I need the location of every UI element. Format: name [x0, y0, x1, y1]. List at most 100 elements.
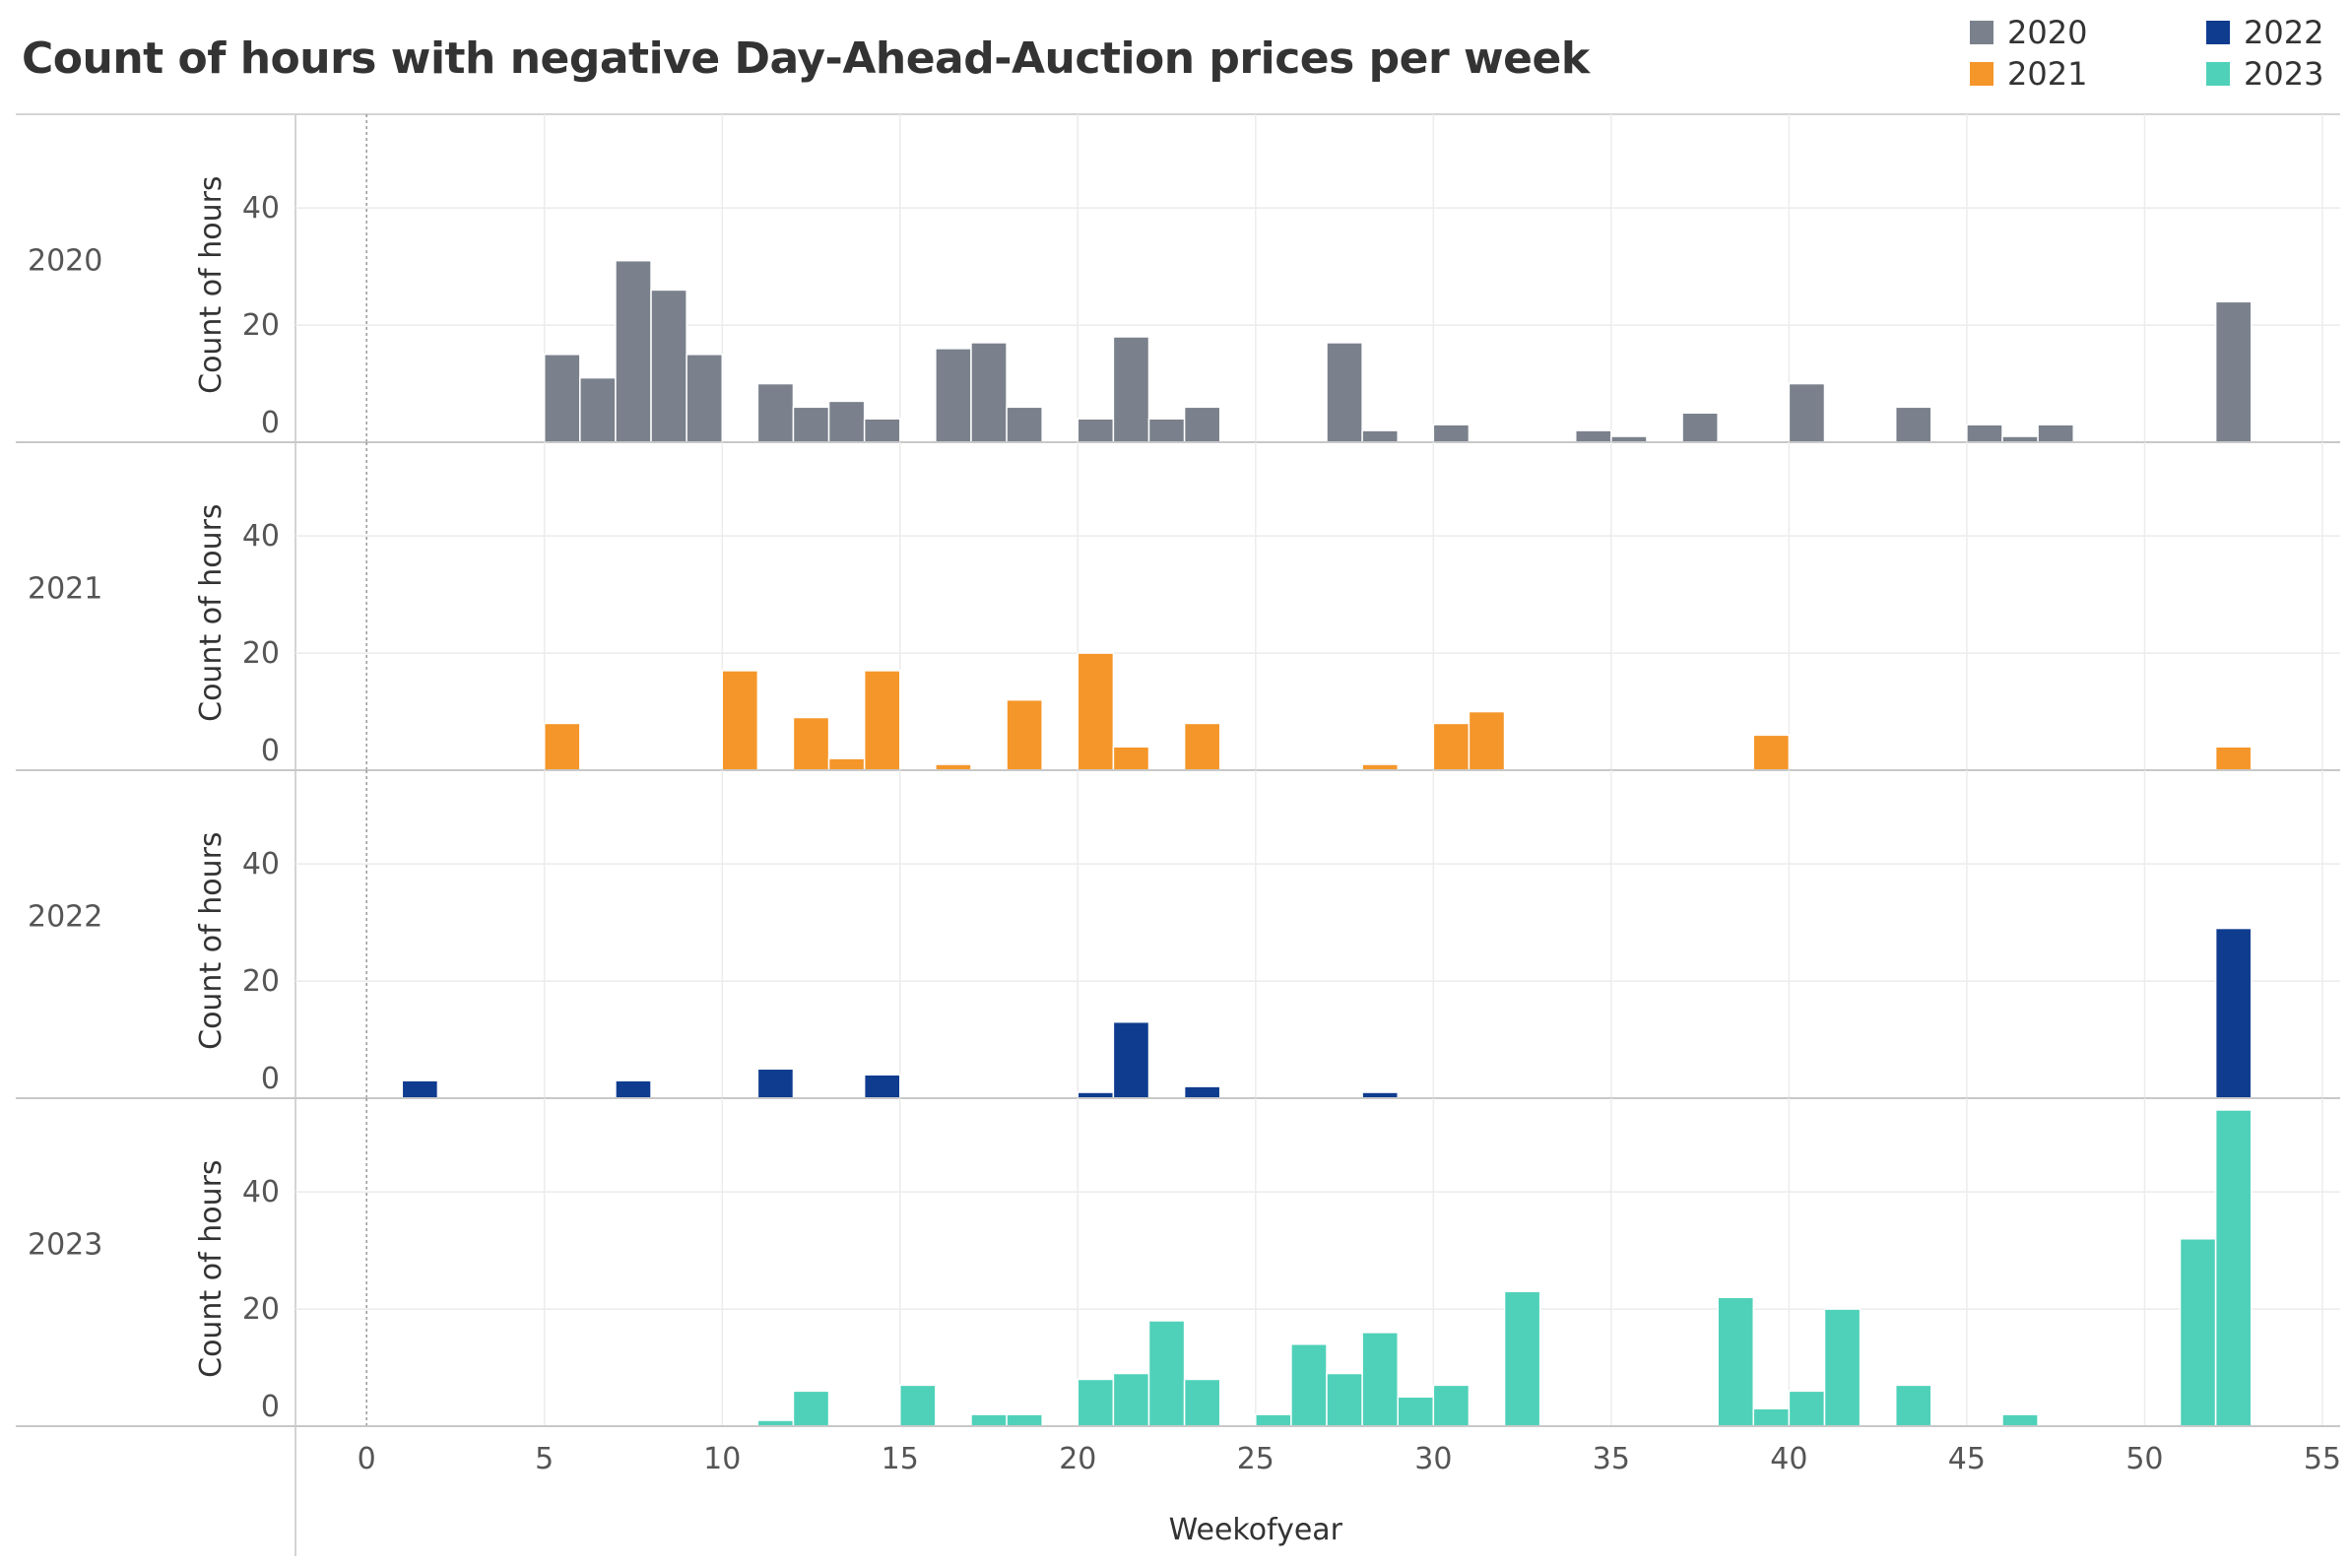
legend-item-2022[interactable]: 2022	[2206, 14, 2323, 51]
y-axis-title: Count of hours	[194, 175, 229, 393]
bar-2021-week-31[interactable]	[1468, 710, 1506, 771]
bar-2021-week-30[interactable]	[1432, 722, 1470, 771]
x-tick-label: 30	[1414, 1442, 1452, 1476]
bar-2020-week-8[interactable]	[650, 289, 687, 443]
legend-item-2023[interactable]: 2023	[2206, 55, 2323, 93]
bar-2020-week-28[interactable]	[1361, 429, 1399, 443]
bar-2022-week-11[interactable]	[756, 1068, 795, 1099]
y-tick-label: 40	[242, 847, 280, 882]
bar-2020-week-43[interactable]	[1894, 406, 1932, 443]
bar-2023-week-40[interactable]	[1788, 1390, 1826, 1427]
bar-2022-week-1[interactable]	[401, 1079, 439, 1099]
bar-2020-week-34[interactable]	[1575, 429, 1612, 443]
y-tick-label: 40	[242, 1175, 280, 1209]
legend-label: 2022	[2244, 14, 2324, 51]
legend-label: 2020	[2007, 14, 2088, 51]
bar-2021-week-23[interactable]	[1183, 722, 1221, 771]
bar-2023-week-20[interactable]	[1077, 1378, 1115, 1427]
bar-2023-week-46[interactable]	[2001, 1413, 2039, 1427]
bar-2020-week-52[interactable]	[2214, 300, 2253, 443]
bar-2023-week-23[interactable]	[1183, 1378, 1221, 1427]
chart-title: Count of hours with negative Day-Ahead-A…	[22, 33, 1590, 84]
bar-2023-week-27[interactable]	[1326, 1372, 1363, 1427]
bar-2020-week-11[interactable]	[756, 382, 795, 443]
x-tick-label: 45	[1948, 1442, 1986, 1476]
bar-2020-week-22[interactable]	[1147, 418, 1186, 443]
x-tick-label: 5	[535, 1442, 554, 1476]
legend-swatch-2020	[1970, 21, 1993, 44]
bar-2023-week-12[interactable]	[792, 1390, 830, 1427]
bar-2023-week-28[interactable]	[1361, 1332, 1399, 1427]
bar-2020-week-12[interactable]	[792, 406, 830, 443]
y-tick-label: 0	[261, 406, 280, 440]
bar-2020-week-18[interactable]	[1006, 406, 1043, 443]
bar-2022-week-23[interactable]	[1183, 1085, 1221, 1099]
y-tick-label: 20	[242, 636, 280, 671]
bar-2020-week-23[interactable]	[1183, 406, 1221, 443]
bar-2020-week-37[interactable]	[1681, 412, 1719, 443]
legend-item-2020[interactable]: 2020	[1970, 14, 2087, 51]
bar-2020-week-47[interactable]	[2037, 424, 2074, 443]
bar-2020-week-45[interactable]	[1966, 424, 2003, 443]
x-tick-label: 40	[1770, 1442, 1807, 1476]
bar-2023-week-51[interactable]	[2179, 1237, 2217, 1427]
bar-2021-week-12[interactable]	[792, 716, 830, 771]
bar-2021-week-5[interactable]	[543, 722, 581, 771]
y-tick-label: 0	[261, 734, 280, 768]
bar-2023-week-21[interactable]	[1112, 1372, 1150, 1427]
bar-2023-week-17[interactable]	[970, 1413, 1008, 1427]
bar-2021-week-18[interactable]	[1006, 698, 1043, 771]
bar-2020-week-27[interactable]	[1326, 342, 1363, 443]
bar-2021-week-52[interactable]	[2214, 746, 2253, 771]
bar-2021-week-20[interactable]	[1077, 652, 1115, 771]
bar-2022-week-52[interactable]	[2214, 927, 2253, 1099]
row-header-2020: 2020	[28, 244, 102, 279]
bar-2020-week-14[interactable]	[863, 418, 901, 443]
bar-2023-week-22[interactable]	[1147, 1320, 1186, 1427]
bar-2020-week-6[interactable]	[579, 376, 617, 443]
bar-2021-week-21[interactable]	[1112, 746, 1150, 771]
x-tick-label: 55	[2304, 1442, 2341, 1476]
bar-2023-week-25[interactable]	[1255, 1413, 1292, 1427]
bar-2022-week-7[interactable]	[615, 1079, 652, 1099]
bar-2020-week-9[interactable]	[686, 354, 724, 443]
bar-2020-week-40[interactable]	[1788, 382, 1826, 443]
legend-swatch-2023	[2206, 62, 2230, 86]
bar-2023-week-52[interactable]	[2214, 1109, 2253, 1427]
bar-2021-week-13[interactable]	[827, 757, 866, 771]
bar-2023-week-26[interactable]	[1290, 1343, 1328, 1427]
bar-2020-week-13[interactable]	[827, 400, 866, 443]
bar-2020-week-30[interactable]	[1432, 424, 1470, 443]
legend: 2020 2021 2022 2023	[1970, 14, 2344, 93]
x-tick-label: 0	[358, 1442, 376, 1476]
bar-2023-week-38[interactable]	[1717, 1296, 1755, 1427]
bar-2023-week-30[interactable]	[1432, 1384, 1470, 1427]
bar-2021-week-10[interactable]	[721, 670, 759, 771]
y-axis-title: Count of hours	[194, 1159, 229, 1377]
bar-2023-week-43[interactable]	[1894, 1384, 1932, 1427]
bar-2023-week-39[interactable]	[1752, 1407, 1791, 1427]
bar-2020-week-21[interactable]	[1112, 336, 1150, 443]
bar-2020-week-20[interactable]	[1077, 418, 1115, 443]
bar-2023-week-41[interactable]	[1823, 1308, 1862, 1427]
bar-2020-week-5[interactable]	[543, 354, 581, 443]
bar-2023-week-15[interactable]	[899, 1384, 937, 1427]
x-tick-label: 20	[1059, 1442, 1096, 1476]
row-header-2022: 2022	[28, 900, 102, 935]
bar-2020-week-17[interactable]	[970, 342, 1008, 443]
bar-2020-week-7[interactable]	[615, 259, 652, 443]
y-tick-label: 20	[242, 308, 280, 343]
bar-2022-week-14[interactable]	[863, 1074, 901, 1099]
y-tick-label: 40	[242, 519, 280, 554]
bar-2023-week-18[interactable]	[1006, 1413, 1043, 1427]
legend-item-2021[interactable]: 2021	[1970, 55, 2087, 93]
bar-2023-week-29[interactable]	[1397, 1396, 1435, 1427]
bar-2021-week-14[interactable]	[863, 670, 901, 771]
x-tick-label: 15	[882, 1442, 919, 1476]
bar-2022-week-21[interactable]	[1112, 1020, 1150, 1099]
bar-2020-week-16[interactable]	[935, 348, 972, 443]
bar-2023-week-32[interactable]	[1503, 1290, 1541, 1427]
x-tick-label: 25	[1237, 1442, 1274, 1476]
bar-2021-week-39[interactable]	[1752, 734, 1791, 771]
